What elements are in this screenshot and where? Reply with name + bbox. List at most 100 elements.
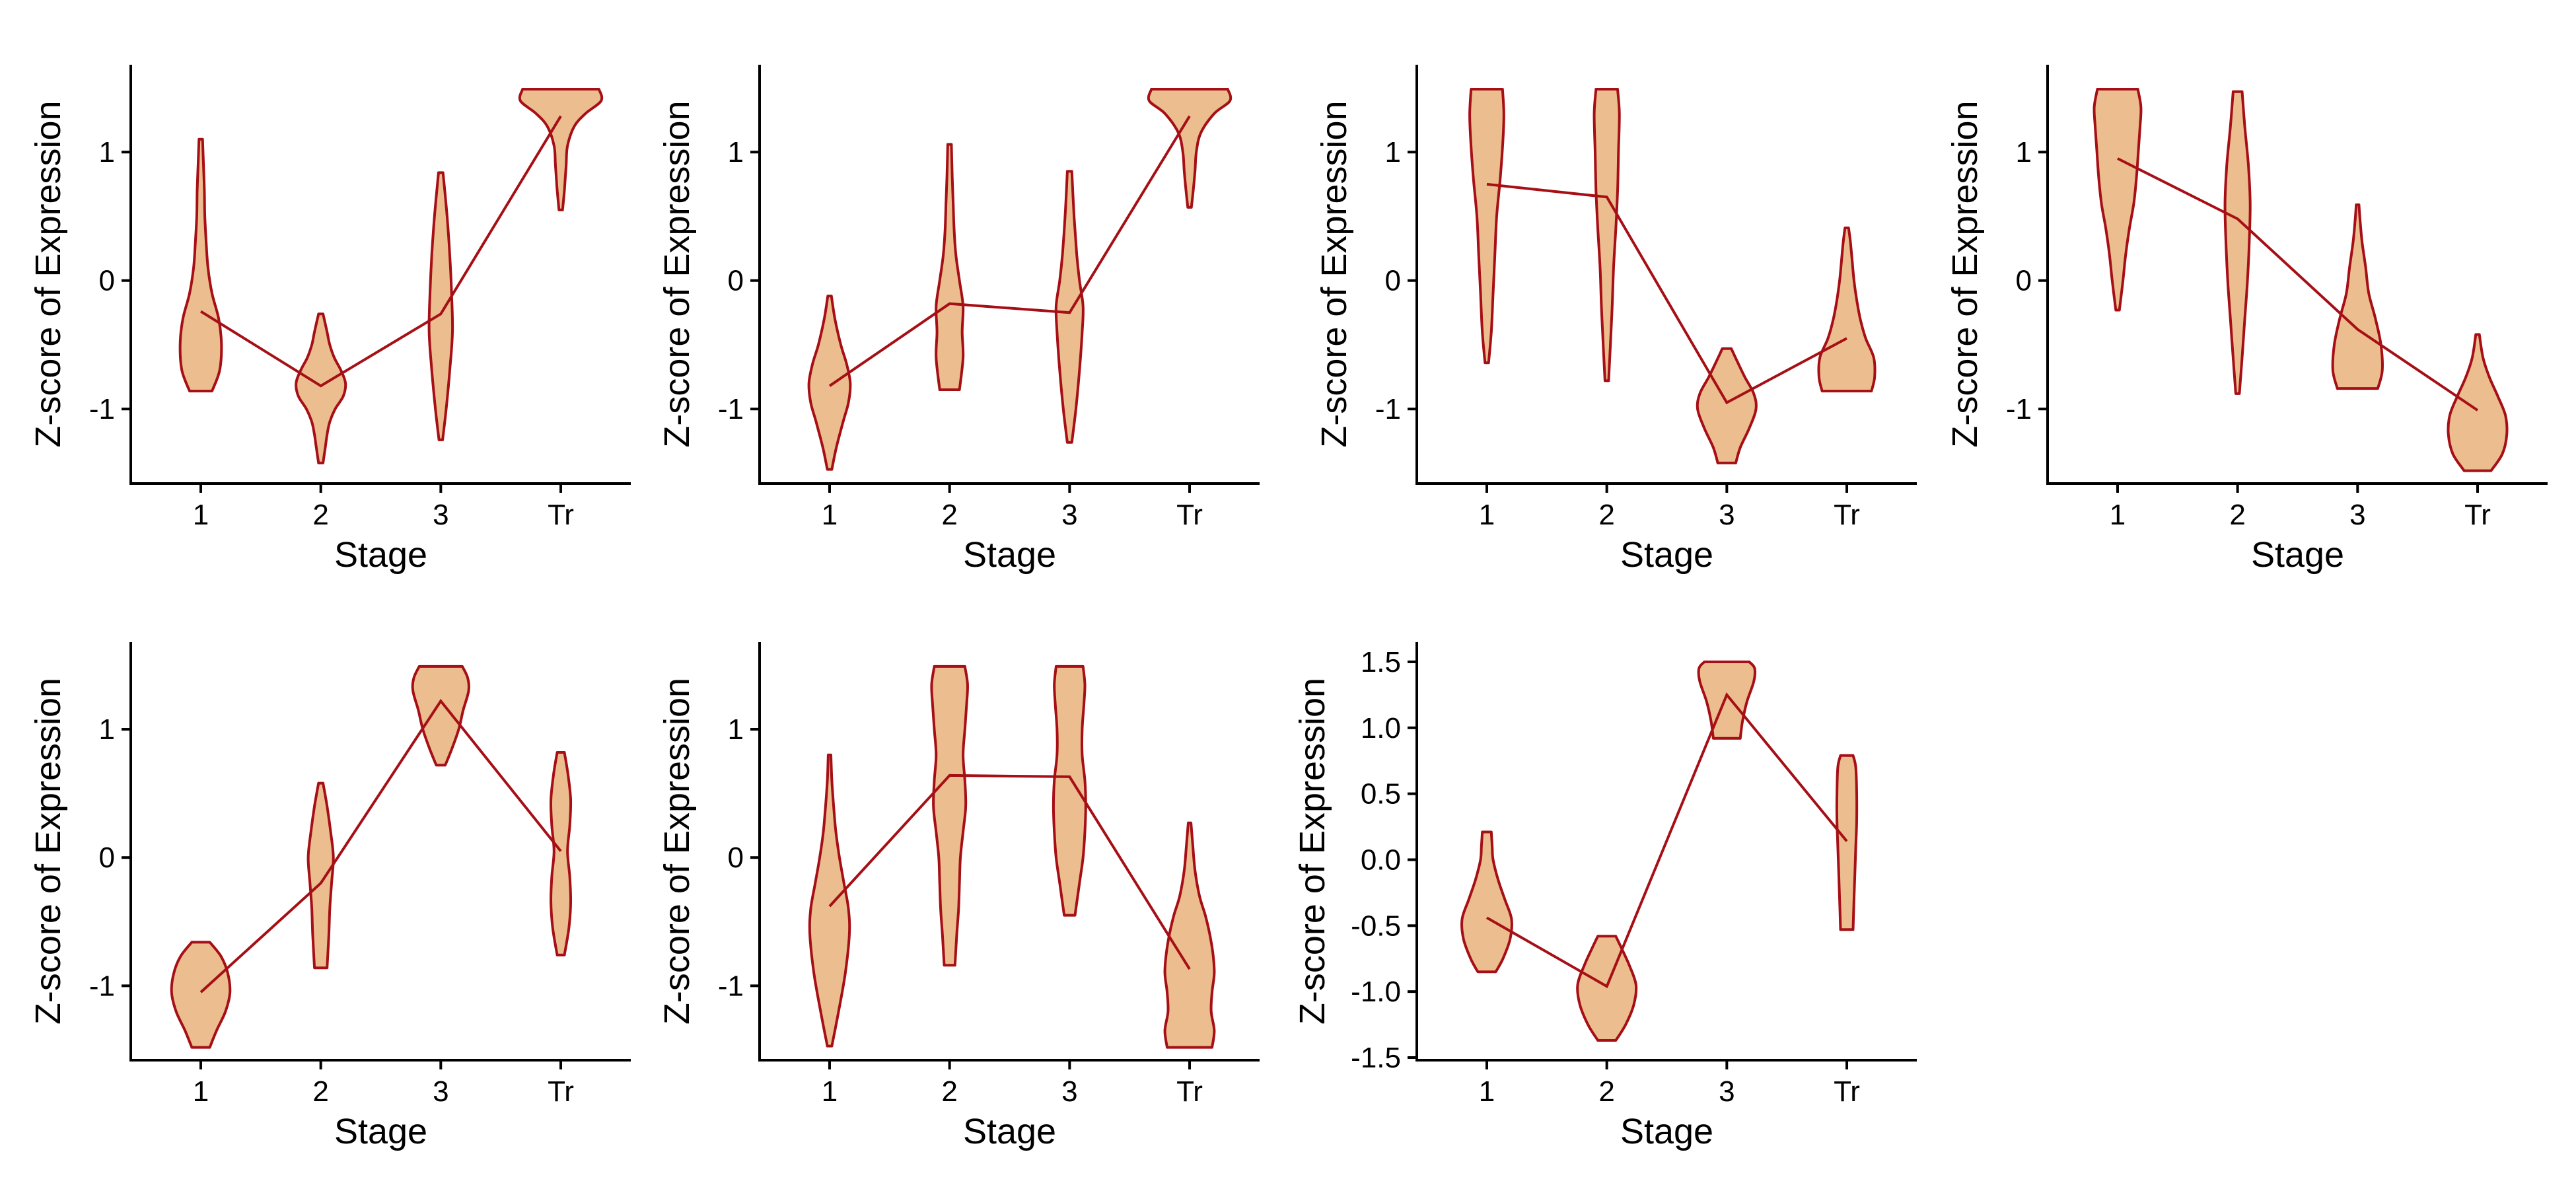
chart-panel-5: -1 0 1 1 2 3 Tr Stage Z-score of Expression [28,642,631,1151]
violin-3 [1697,661,1757,740]
x-tick-label: Tr [1176,499,1203,531]
chart-panel-4: -1 0 1 1 2 3 Tr Stage Z-score of Expression [1945,65,2548,575]
y-tick-label: -1.0 [1351,976,1401,1008]
y-tick-label: 1 [1385,136,1401,168]
x-axis-title: Stage [334,535,427,575]
violin-1 [178,137,223,392]
y-tick-label: -1 [718,393,744,425]
y-tick-label: 0 [728,842,744,874]
violin-Tr [1163,821,1216,1049]
y-tick-label: -1 [1375,393,1401,425]
y-tick-label: 1 [99,713,115,746]
violin-2 [306,781,335,970]
trend-line [199,698,562,993]
trend-line [199,115,562,388]
x-tick-label: Tr [1176,1075,1203,1108]
x-tick-label: 2 [941,499,957,531]
x-tick-label: 1 [1479,1075,1495,1108]
x-tick-label: Tr [2464,499,2491,531]
x-axis-title: Stage [2251,535,2344,575]
y-axis-title: Z-score of Expression [1293,678,1332,1025]
x-tick-label: 3 [1719,1075,1735,1108]
y-tick-label: -1.5 [1351,1042,1401,1074]
violin-3 [2331,203,2384,390]
trend-line [1486,182,1847,405]
x-axis-title: Stage [1620,1112,1713,1151]
x-axis-title: Stage [963,535,1056,575]
y-tick-label: 1.0 [1361,712,1401,744]
violin-1 [1468,88,1505,365]
violin-3 [1054,170,1085,444]
violin-1 [170,941,232,1049]
violin-1 [807,295,852,471]
y-tick-label: 0.5 [1361,778,1401,811]
x-tick-label: 2 [2229,499,2245,531]
x-tick-label: 3 [433,499,448,531]
y-tick-label: 0 [728,265,744,297]
violin-Tr [1835,754,1859,931]
x-tick-label: Tr [548,499,574,531]
x-tick-label: Tr [548,1075,574,1108]
violin-Tr [1817,227,1877,392]
violin-2 [930,665,969,967]
chart-panel-3: -1 0 1 1 2 3 Tr Stage Z-score of Expression [1314,65,1917,575]
y-tick-label: 0.0 [1361,844,1401,876]
violin-1 [2093,88,2143,312]
violin-1 [808,753,851,1048]
violin-2 [935,143,965,391]
x-tick-label: 3 [1719,499,1735,531]
y-axis-title: Z-score of Expression [657,678,697,1025]
x-tick-label: 1 [193,499,209,531]
y-axis-title: Z-score of Expression [657,100,697,447]
violin-Tr [2447,333,2509,472]
trend-line [2117,157,2479,412]
y-tick-label: 0 [2016,265,2032,297]
x-tick-label: 1 [193,1075,209,1108]
violin-2 [1592,88,1621,382]
chart-panel-7: -1.5 -1.0 -0.5 0.0 0.5 1.0 1.5 1 2 3 Tr Stage Z-scor… [1293,642,1917,1151]
x-tick-label: 2 [1598,1075,1614,1108]
x-tick-label: 2 [1598,499,1614,531]
trend-line [828,115,1191,387]
violin-3 [411,665,470,767]
x-tick-label: 3 [433,1075,448,1108]
y-axis-title: Z-score of Expression [28,678,68,1025]
trend-line [828,774,1191,970]
y-tick-label: -1 [89,393,115,425]
violin-3 [427,171,454,441]
x-tick-label: 3 [2349,499,2365,531]
y-tick-label: 1 [99,136,115,168]
x-tick-label: 1 [822,499,838,531]
x-tick-label: Tr [1834,1075,1860,1108]
x-axis-title: Stage [1620,535,1713,575]
y-axis-title: Z-score of Expression [28,100,68,447]
violin-Tr [1147,88,1233,209]
x-tick-label: 2 [941,1075,957,1108]
x-tick-label: 1 [1479,499,1495,531]
violin-2 [295,312,347,464]
y-tick-label: 0 [1385,265,1401,297]
chart-panel-6: -1 0 1 1 2 3 Tr Stage Z-score of Expression [657,642,1260,1151]
x-tick-label: 1 [2110,499,2126,531]
y-axis-title: Z-score of Expression [1945,100,1985,447]
x-axis-title: Stage [334,1112,427,1151]
chart-panel-2: -1 0 1 1 2 3 Tr Stage Z-score of Expression [657,65,1260,575]
violin-3 [1052,665,1087,917]
y-tick-label: 1.5 [1361,646,1401,678]
x-tick-label: Tr [1834,499,1860,531]
y-tick-label: 1 [728,713,744,746]
y-tick-label: 1 [2016,136,2032,168]
y-tick-label: 1 [728,136,744,168]
violin-2 [1576,935,1638,1042]
x-tick-label: 3 [1061,499,1077,531]
y-tick-label: -1 [718,970,744,1002]
x-tick-label: 1 [822,1075,838,1108]
x-tick-label: 2 [312,1075,328,1108]
y-tick-label: 0 [99,265,115,297]
chart-panel-1: -1 0 1 1 2 3 Tr Stage Z-score of Expression [28,65,631,575]
x-tick-label: 2 [312,499,328,531]
x-axis-title: Stage [963,1112,1056,1151]
violin-Tr [518,88,604,211]
x-tick-label: 3 [1061,1075,1077,1108]
